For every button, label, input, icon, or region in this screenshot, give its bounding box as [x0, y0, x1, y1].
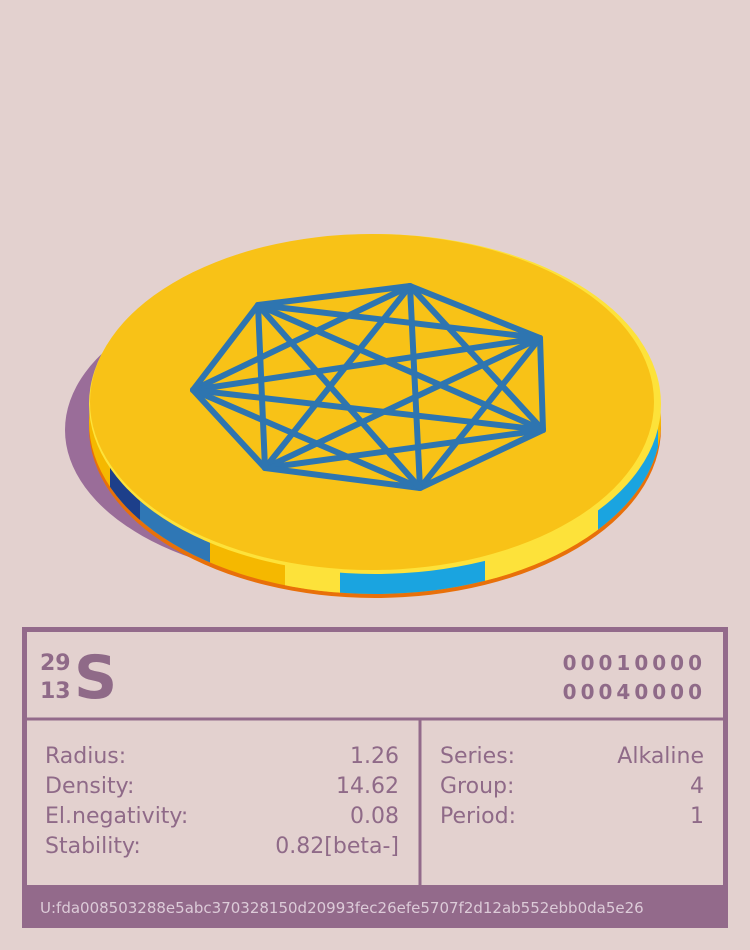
star-line [262, 335, 543, 471]
star-line [190, 283, 413, 393]
atomic-number: 13 [40, 679, 71, 704]
mass-number: 29 [40, 651, 71, 676]
star-line [255, 302, 423, 491]
property-value: 1.26 [350, 744, 399, 769]
property-value: 14.62 [336, 774, 399, 799]
star-line [262, 465, 423, 491]
element-symbol: S [74, 643, 117, 713]
coin-face [90, 234, 654, 570]
coin [65, 234, 661, 598]
heptagram [190, 283, 546, 491]
star-line [255, 283, 413, 308]
property-label: Series: [440, 744, 515, 769]
property-label: Density: [45, 774, 134, 799]
property-label: Stability: [45, 834, 141, 859]
code: 00040000 [563, 680, 706, 704]
star-line [190, 387, 546, 433]
star-line [417, 427, 546, 491]
property-value: Alkaline [617, 744, 704, 769]
property-value: 4 [690, 774, 704, 799]
star-line [262, 283, 413, 471]
property-value: 0.08 [350, 804, 399, 829]
star-line [255, 302, 268, 471]
star-line [262, 427, 546, 471]
star-line [190, 387, 268, 471]
property-label: Radius: [45, 744, 126, 769]
star-line [407, 283, 423, 491]
footer-band [22, 885, 728, 928]
property-value: 1 [690, 804, 704, 829]
star-line [255, 302, 543, 341]
property-label: El.negativity: [45, 804, 188, 829]
star-line [190, 335, 543, 393]
star-line [255, 302, 546, 433]
info-panel: 29 13 S 00010000 00040000 U:fda008503288… [22, 627, 728, 928]
star-line [407, 283, 543, 341]
star-line [190, 387, 423, 491]
code: 00010000 [563, 651, 706, 675]
property-value: 0.82[beta-] [275, 834, 399, 859]
star-line [537, 335, 546, 433]
property-label: Group: [440, 774, 514, 799]
star-line [190, 302, 261, 393]
star-line [407, 283, 546, 433]
star-line [417, 335, 543, 491]
footer-hash: U:fda008503288e5abc370328150d20993fec26e… [40, 899, 644, 917]
property-label: Period: [440, 804, 516, 829]
